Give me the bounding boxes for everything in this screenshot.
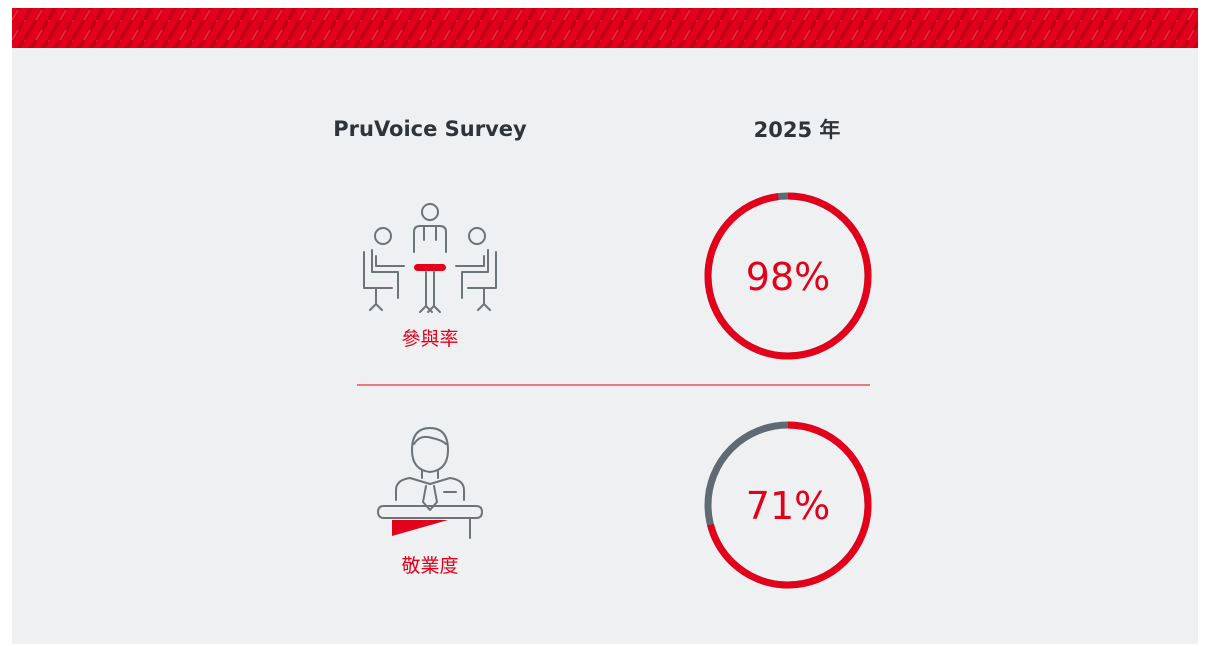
survey-title: PruVoice Survey — [333, 117, 527, 141]
worker-icon — [377, 427, 483, 539]
ring-arc — [704, 192, 872, 360]
meeting-icon — [363, 203, 497, 313]
desk-accent — [392, 520, 448, 536]
metric-label: 敬業度 — [401, 555, 458, 577]
metric-label: 參與率 — [401, 328, 458, 350]
banner — [12, 8, 1198, 48]
ring-arc — [704, 421, 872, 589]
ring-value: 71% — [746, 484, 830, 528]
ring-value: 98% — [746, 255, 830, 299]
panel-background — [12, 48, 1198, 644]
year-heading: 2025 年 — [754, 118, 841, 142]
meeting-table — [414, 264, 446, 271]
